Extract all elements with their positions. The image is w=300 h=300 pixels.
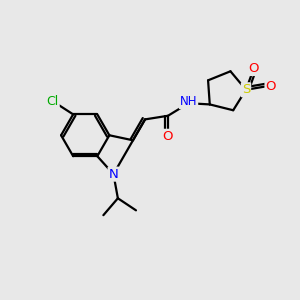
Text: N: N [109,168,118,181]
Text: O: O [249,62,259,75]
Text: S: S [242,83,250,96]
Text: NH: NH [180,95,197,108]
Text: O: O [266,80,276,93]
Text: Cl: Cl [46,94,59,108]
Text: O: O [163,130,173,143]
